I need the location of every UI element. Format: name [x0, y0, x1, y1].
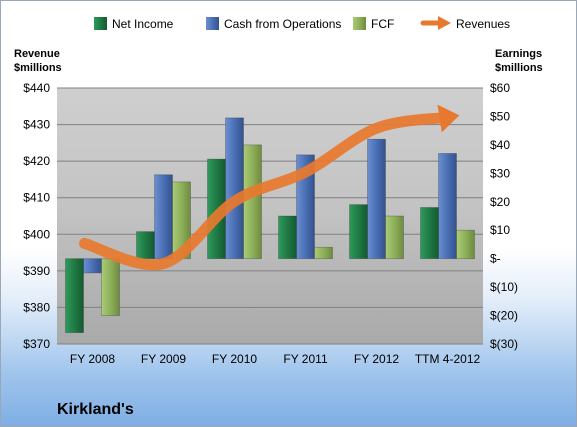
right-tick-label: $20	[490, 195, 510, 209]
bars	[65, 117, 475, 334]
left-tick-label: $420	[23, 154, 50, 168]
category-label: FY 2010	[212, 352, 257, 366]
right-tick-label: $(10)	[490, 280, 518, 294]
legend-swatch-net-income	[94, 17, 107, 30]
right-tick-label: $(30)	[490, 337, 518, 351]
bar-net-income	[420, 207, 439, 260]
left-tick-label: $380	[23, 300, 50, 314]
left-tick-label: $400	[23, 227, 50, 241]
legend-arrowhead-revenues	[438, 16, 451, 30]
right-axis-title-line1: Earnings	[495, 48, 542, 60]
legend-label-cash-from-operations: Cash from Operations	[224, 17, 341, 31]
revenue-line	[79, 104, 460, 271]
bar-cash-from-operations	[367, 138, 386, 260]
legend-swatch-fcf	[353, 17, 366, 30]
legend-label-fcf: FCF	[371, 17, 394, 31]
category-label: TTM 4-2012	[415, 352, 481, 366]
right-tick-label: $10	[490, 223, 510, 237]
revenue-line-path	[79, 111, 453, 271]
left-axis-title-line1: Revenue	[14, 48, 60, 60]
right-tick-label: $(20)	[490, 309, 518, 323]
bar-cash-from-operations	[438, 153, 457, 260]
left-tick-label: $410	[23, 191, 50, 205]
bar-fcf	[385, 215, 404, 260]
legend-label-revenues: Revenues	[456, 17, 510, 31]
category-label: FY 2011	[283, 352, 328, 366]
plot-area	[57, 88, 483, 344]
right-tick-label: $60	[490, 81, 510, 95]
left-tick-label: $370	[23, 337, 50, 351]
bar-cash-from-operations	[154, 174, 173, 260]
left-tick-label: $390	[23, 264, 50, 278]
legend: Net Income Cash from Operations FCF Reve…	[94, 16, 510, 31]
bar-cash-from-operations	[225, 117, 244, 260]
legend-swatch-cash-from-operations	[206, 17, 219, 30]
bar-fcf	[314, 246, 333, 260]
legend-label-net-income: Net Income	[112, 17, 174, 31]
category-labels: FY 2008 FY 2009 FY 2010 FY 2011 FY 2012 TTM 4…	[70, 352, 481, 366]
bar-cash-from-operations	[296, 154, 315, 260]
gridlines	[57, 87, 483, 345]
right-tick-label: $40	[490, 138, 510, 152]
right-axis-ticks: $60 $50 $40 $30 $20 $10 $- $(10) $(20) $(30)	[490, 81, 518, 351]
category-label: FY 2009	[141, 352, 186, 366]
bar-net-income	[349, 204, 368, 260]
category-label: FY 2008	[70, 352, 115, 366]
revenue-arrowhead	[437, 104, 460, 133]
bar-fcf	[243, 144, 262, 260]
left-tick-label: $440	[23, 81, 50, 95]
right-tick-label: $50	[490, 109, 510, 123]
right-tick-label: $30	[490, 166, 510, 180]
bar-fcf	[456, 229, 475, 260]
right-axis-title-line2: $millions	[495, 62, 543, 74]
bar-net-income	[65, 258, 84, 334]
left-axis-ticks: $440 $430 $420 $410 $400 $390 $380 $370	[23, 81, 50, 351]
bar-fcf	[101, 258, 120, 316]
left-axis-title-line2: $millions	[14, 62, 62, 74]
bar-net-income	[136, 231, 155, 260]
left-tick-label: $430	[23, 118, 50, 132]
bar-net-income	[278, 215, 297, 260]
bar-cash-from-operations	[83, 258, 102, 274]
company-title: Kirkland's	[57, 401, 134, 418]
right-tick-label: $-	[490, 252, 501, 266]
category-label: FY 2012	[354, 352, 399, 366]
